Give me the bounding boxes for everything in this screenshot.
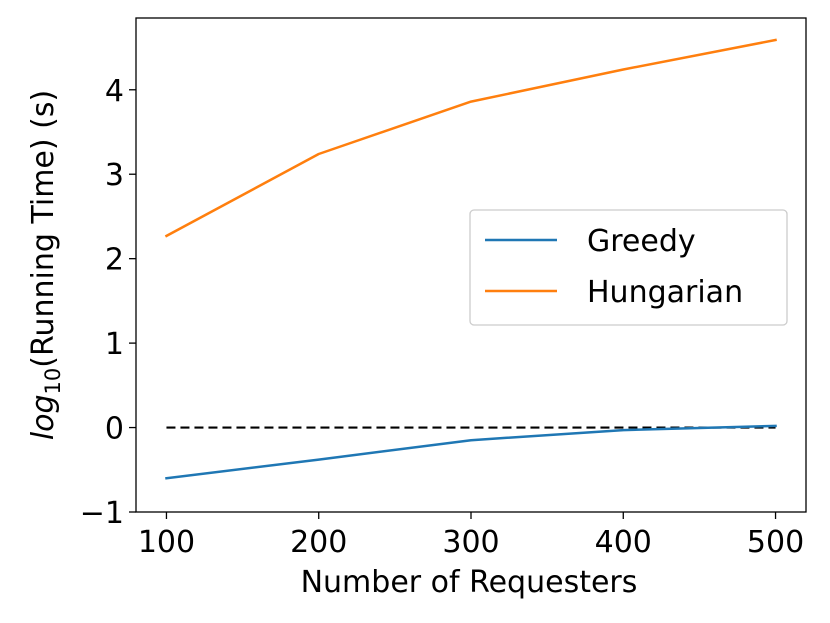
x-ticks: 100 200 300 400 500 — [138, 512, 804, 560]
y-axis-label-rest: (Running Time) (s) — [26, 90, 61, 368]
x-tick-label: 200 — [290, 525, 347, 560]
y-axis-label-log: log — [26, 394, 61, 440]
series-line-hungarian — [164, 38, 777, 238]
x-tick-label: 100 — [138, 525, 195, 560]
x-tick-label: 300 — [442, 525, 499, 560]
y-axis-label: log10(Running Time) (s) — [26, 90, 65, 440]
y-tick-label: 1 — [105, 327, 124, 362]
x-tick-label: 400 — [595, 525, 652, 560]
x-axis-label: Number of Requesters — [301, 565, 638, 600]
legend: Greedy Hungarian — [469, 209, 788, 326]
y-ticks: −1 0 1 2 3 4 — [80, 74, 136, 531]
y-tick-label: 0 — [105, 412, 124, 447]
y-axis-label-subscript: 10 — [41, 368, 65, 395]
y-tick-label: 2 — [105, 243, 124, 278]
series-line-greedy — [165, 424, 777, 480]
y-tick-label: 3 — [105, 158, 124, 193]
legend-label-greedy: Greedy — [587, 224, 696, 259]
plot-lines — [164, 38, 777, 480]
y-tick-label: −1 — [80, 496, 124, 531]
legend-label-hungarian: Hungarian — [587, 275, 743, 310]
x-tick-label: 500 — [747, 525, 804, 560]
y-tick-label: 4 — [105, 74, 124, 109]
